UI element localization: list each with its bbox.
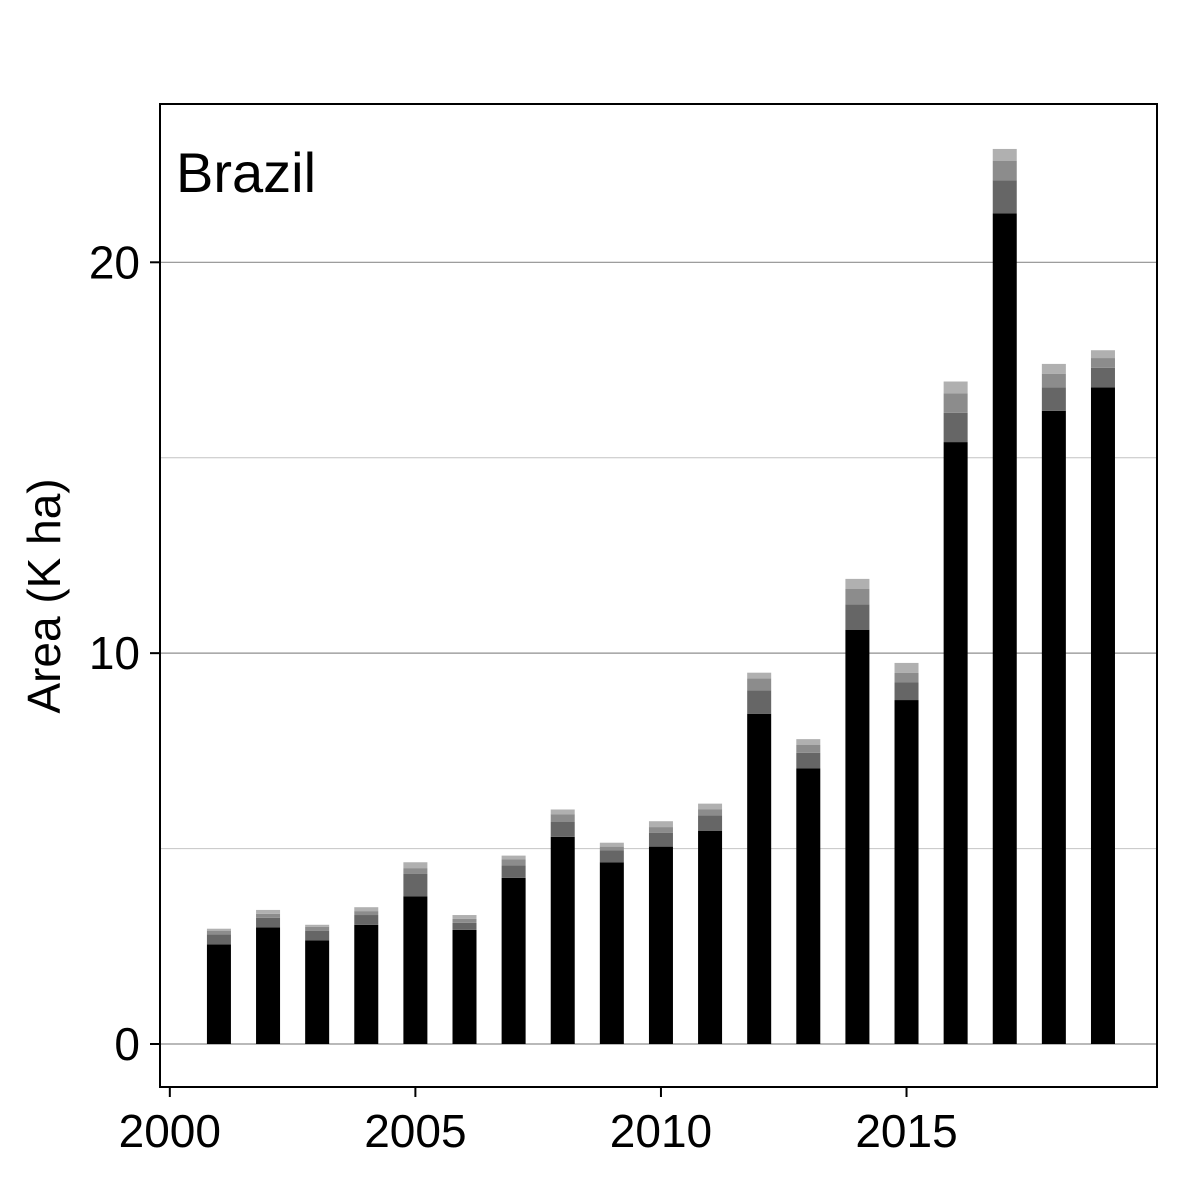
bar-segment-2015-3: [894, 672, 919, 683]
bar-segment-2012-3: [747, 678, 772, 691]
bar-segment-2014-1: [845, 629, 870, 1045]
bar-segment-2013-1: [796, 768, 821, 1045]
bar-segment-2017-2: [992, 180, 1017, 214]
bar-segment-2002-2: [256, 917, 281, 928]
y-axis-title: Area (K ha): [18, 478, 70, 713]
bars: [206, 148, 1115, 1045]
bar-segment-2003-3: [305, 926, 330, 931]
bar-segment-2016-1: [943, 442, 968, 1045]
bar-segment-2010-1: [648, 846, 673, 1045]
bar-segment-2009-4: [599, 842, 624, 847]
bar-segment-2016-4: [943, 381, 968, 394]
bar-segment-2018-1: [1041, 410, 1066, 1045]
bar-segment-2011-4: [698, 803, 723, 810]
bar-segment-2015-2: [894, 682, 919, 701]
bar-segment-2012-1: [747, 713, 772, 1045]
y-tick-label: 10: [89, 627, 140, 679]
bar-segment-2008-1: [550, 836, 575, 1045]
bar-segment-2006-4: [452, 915, 477, 919]
bar-segment-2002-4: [256, 909, 281, 914]
bar-segment-2004-2: [354, 915, 379, 925]
bar-segment-2007-3: [501, 859, 526, 866]
bar-segment-2011-3: [698, 809, 723, 816]
bar-segment-2019-4: [1090, 350, 1115, 359]
bar-segment-2006-1: [452, 929, 477, 1045]
bar-segment-2015-1: [894, 700, 919, 1045]
bar-segment-2002-3: [256, 913, 281, 918]
bar-segment-2019-3: [1090, 358, 1115, 368]
x-tick-label: 2000: [119, 1105, 221, 1157]
bar-segment-2003-4: [305, 924, 330, 927]
bar-segment-2001-1: [206, 944, 231, 1045]
bar-segment-2008-4: [550, 809, 575, 815]
bar-segment-2007-1: [501, 877, 526, 1045]
bar-segment-2009-2: [599, 850, 624, 863]
bar-segment-2005-3: [403, 868, 428, 874]
y-tick-label: 0: [114, 1018, 140, 1070]
x-tick-label: 2005: [364, 1105, 466, 1157]
bar-segment-2017-3: [992, 160, 1017, 181]
bar-segment-2017-1: [992, 213, 1017, 1045]
bar-segment-2010-4: [648, 821, 673, 828]
bar-segment-2001-2: [206, 934, 231, 945]
bar-segment-2009-1: [599, 862, 624, 1045]
bar-segment-2009-3: [599, 846, 624, 851]
bar-segment-2017-4: [992, 148, 1017, 161]
bar-segment-2001-3: [206, 930, 231, 935]
bar-segment-2016-3: [943, 393, 968, 413]
bar-segment-2019-1: [1090, 387, 1115, 1045]
bar-segment-2006-3: [452, 918, 477, 923]
bar-segment-2010-2: [648, 832, 673, 847]
bar-segment-2004-4: [354, 907, 379, 912]
plot-frame: [159, 103, 1158, 1088]
bar-segment-2004-1: [354, 924, 379, 1045]
x-tick-label: 2015: [855, 1105, 957, 1157]
bar-segment-2010-3: [648, 827, 673, 833]
bar-segment-2003-1: [305, 940, 330, 1045]
bar-segment-2014-2: [845, 604, 870, 630]
bar-segment-2012-2: [747, 690, 772, 714]
bar-segment-2013-4: [796, 739, 821, 746]
y-tick-label: 20: [89, 236, 140, 288]
bar-segment-2007-4: [501, 855, 526, 860]
bar-segment-2014-4: [845, 578, 870, 589]
bar-segment-2005-2: [403, 873, 428, 897]
bar-segment-2011-2: [698, 815, 723, 831]
axes: 0 10 20 2000 2005 2010 2015: [89, 236, 958, 1157]
bar-segment-2006-2: [452, 922, 477, 930]
bar-segment-2014-3: [845, 588, 870, 605]
x-tick-label: 2010: [610, 1105, 712, 1157]
bar-segment-2001-4: [206, 928, 231, 931]
bar-segment-2016-2: [943, 412, 968, 443]
bar-segment-2013-2: [796, 752, 821, 769]
bar-segment-2018-4: [1041, 363, 1066, 374]
bar-segment-2018-3: [1041, 373, 1066, 388]
bar-segment-2019-2: [1090, 367, 1115, 388]
bar-segment-2015-4: [894, 662, 919, 673]
panel-label: Brazil: [176, 141, 316, 204]
bar-segment-2008-2: [550, 822, 575, 837]
bar-segment-2018-2: [1041, 387, 1066, 411]
bar-segment-2004-3: [354, 911, 379, 916]
bar-segment-2005-1: [403, 896, 428, 1045]
bar-segment-2002-1: [256, 927, 281, 1045]
bar-segment-2012-4: [747, 672, 772, 679]
bar-segment-2011-1: [698, 830, 723, 1045]
bar-segment-2003-2: [305, 930, 330, 941]
bar-segment-2005-4: [403, 862, 428, 869]
bar-segment-2008-3: [550, 814, 575, 823]
bar-segment-2007-2: [501, 865, 526, 878]
bar-segment-2013-3: [796, 745, 821, 753]
